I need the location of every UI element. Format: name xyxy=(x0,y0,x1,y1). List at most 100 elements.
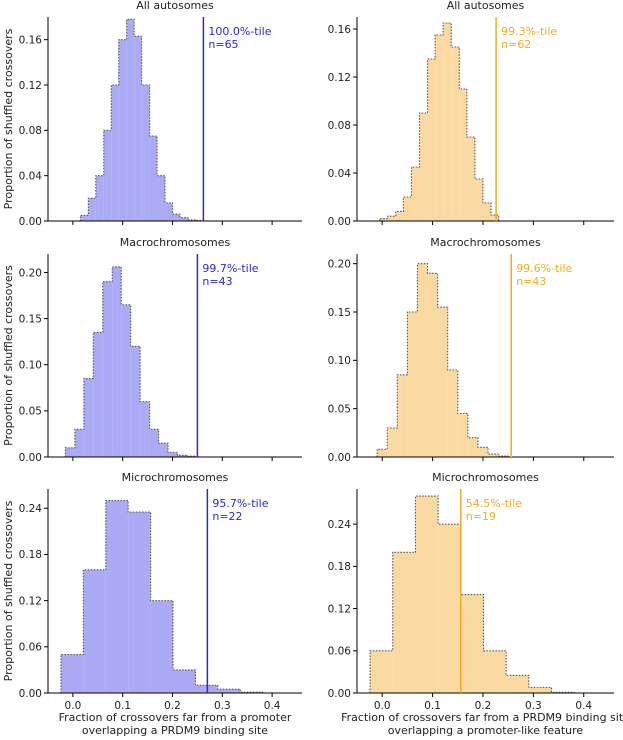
histogram-bar xyxy=(417,263,428,457)
percentile-annotation: 99.6%-tile xyxy=(516,262,572,275)
histogram-bar xyxy=(467,437,478,457)
histogram-bar xyxy=(427,273,438,457)
x-tick-label: 0.3 xyxy=(214,700,231,712)
x-tick-label: 0.1 xyxy=(114,700,131,712)
histogram-bar xyxy=(466,137,475,221)
histogram-bar xyxy=(482,203,492,221)
histogram-bar xyxy=(379,218,388,221)
histogram-bar xyxy=(395,211,404,221)
y-axis-label: Proportion of shuffled crossovers xyxy=(2,500,15,681)
histogram-bar xyxy=(172,214,180,221)
histogram-bar xyxy=(179,217,188,221)
panel-title: Microchromosomes xyxy=(432,471,539,484)
y-tick-label: 0.20 xyxy=(328,258,351,270)
histogram-bar xyxy=(126,19,135,222)
histogram-bar xyxy=(438,524,461,693)
panel-6: 0.00 0.06 0.12 0.18 0.24 0.0 0.1 0.2 0.3 0.4 54.5%… xyxy=(328,471,614,712)
y-tick-label: 0.00 xyxy=(328,688,351,700)
histogram-bar xyxy=(140,401,150,457)
x-axis-label: Fraction of crossovers far from a PRDM9 … xyxy=(341,711,623,737)
histogram-bar xyxy=(157,175,166,221)
n-annotation: n=43 xyxy=(516,275,546,288)
panel-title: Macrochromosomes xyxy=(430,236,541,249)
histogram-bar xyxy=(111,85,119,221)
y-tick-label: 0.18 xyxy=(328,561,351,573)
histogram-bar xyxy=(387,216,396,221)
histogram-bar xyxy=(112,266,122,457)
y-tick-label: 0.04 xyxy=(19,170,43,182)
panel-title: Microchromosomes xyxy=(122,471,229,484)
percentile-annotation: 99.7%-tile xyxy=(202,262,258,275)
n-annotation: n=65 xyxy=(208,38,238,51)
n-annotation: n=62 xyxy=(501,38,531,51)
y-tick-label: 0.24 xyxy=(19,503,43,515)
histogram-outline xyxy=(376,263,509,457)
histogram-bar xyxy=(105,500,129,693)
y-tick-label: 0.24 xyxy=(328,519,352,531)
n-annotation: n=22 xyxy=(212,510,242,523)
histogram-bar xyxy=(165,202,173,221)
histogram-bar xyxy=(457,413,468,457)
x-tick-label: 0.2 xyxy=(475,700,492,712)
histogram-bar xyxy=(460,594,484,693)
y-tick-label: 0.05 xyxy=(19,406,42,418)
x-tick-label: 0.2 xyxy=(164,700,181,712)
histogram-bar xyxy=(83,569,106,693)
x-axis-label: Fraction of crossovers far from a promot… xyxy=(59,711,292,737)
histogram-bar xyxy=(392,552,416,693)
panel-title: All autosomes xyxy=(447,0,525,12)
y-tick-label: 0.06 xyxy=(328,646,352,658)
n-annotation: n=43 xyxy=(202,275,232,288)
histogram-bar xyxy=(83,378,94,457)
histogram-bar xyxy=(118,39,127,221)
x-tick-label: 0.1 xyxy=(424,700,441,712)
x-tick-label: 0.4 xyxy=(264,700,281,712)
histogram-bar xyxy=(121,304,131,457)
histogram-bar xyxy=(506,675,529,693)
y-tick-label: 0.12 xyxy=(19,595,42,607)
y-tick-label: 0.00 xyxy=(328,452,351,464)
histogram-bar xyxy=(403,197,412,221)
histogram-bar xyxy=(488,454,499,457)
y-tick-label: 0.16 xyxy=(328,24,352,36)
histogram-bar xyxy=(528,687,552,693)
histogram-bar xyxy=(173,669,196,693)
histogram-bar xyxy=(483,650,507,693)
histogram-bar xyxy=(435,35,444,221)
histogram-bar xyxy=(415,496,439,693)
histogram-bar xyxy=(451,47,460,221)
percentile-annotation: 99.3%-tile xyxy=(501,25,557,38)
histogram-bar xyxy=(60,654,84,693)
histogram-bar xyxy=(141,85,150,221)
histogram-bar xyxy=(447,370,458,457)
histogram-bar xyxy=(128,512,151,693)
y-tick-label: 0.16 xyxy=(19,34,43,46)
y-tick-label: 0.12 xyxy=(328,603,351,615)
histogram-bar xyxy=(459,89,467,221)
histogram-bar xyxy=(491,215,499,221)
histogram-bar xyxy=(427,59,436,221)
y-tick-label: 0.00 xyxy=(328,216,351,228)
y-axis-label: Proportion of shuffled crossovers xyxy=(2,28,15,209)
y-tick-label: 0.18 xyxy=(19,549,42,561)
histogram-bar xyxy=(103,130,112,221)
y-tick-label: 0.00 xyxy=(19,452,42,464)
y-tick-label: 0.06 xyxy=(19,642,43,654)
histogram-bar xyxy=(411,167,420,221)
histogram-bar xyxy=(130,346,141,457)
y-tick-label: 0.00 xyxy=(19,216,42,228)
histogram-bar xyxy=(80,215,89,221)
percentile-annotation: 54.5%-tile xyxy=(466,497,522,510)
y-tick-label: 0.20 xyxy=(19,267,42,279)
histogram-bar xyxy=(149,136,158,221)
histogram-outline xyxy=(60,499,264,693)
histogram-bar xyxy=(177,455,187,457)
histogram-outline xyxy=(369,495,575,693)
x-tick-label: 0.0 xyxy=(374,700,391,712)
y-tick-label: 0.10 xyxy=(328,355,351,367)
histogram-bar xyxy=(187,219,196,221)
